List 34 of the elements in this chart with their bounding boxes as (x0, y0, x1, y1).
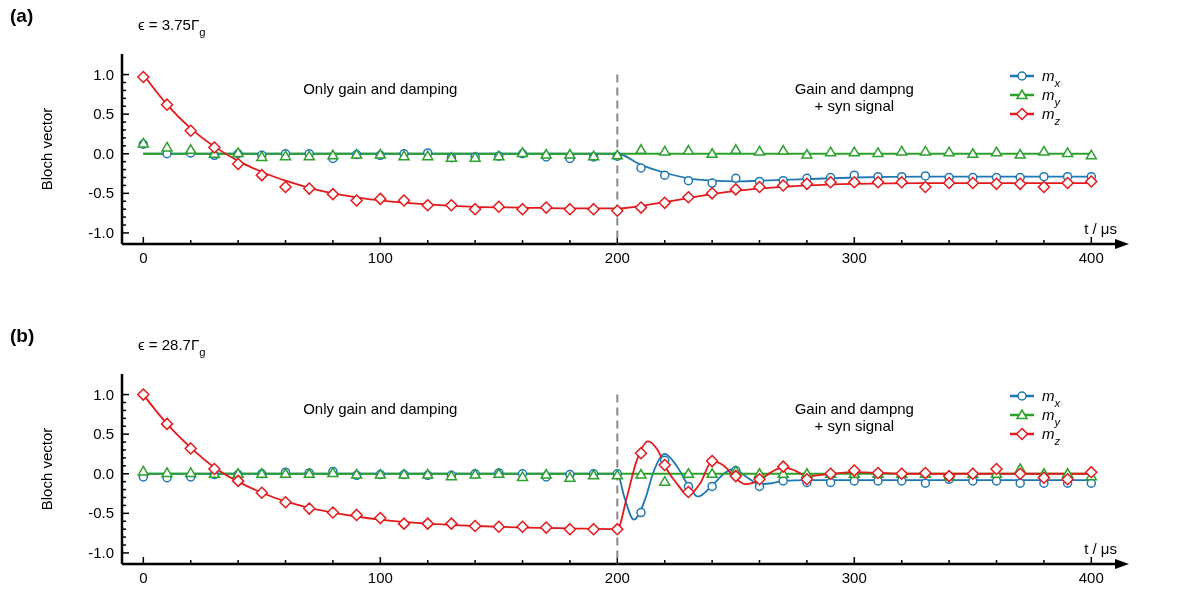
x-axis-title: t / μs (1084, 540, 1117, 557)
y-tick-label: 0.5 (93, 425, 114, 443)
y-axis-title: Bloch vector (38, 107, 55, 191)
y-tick-label: -1.0 (88, 543, 114, 561)
y-tick-label: 1.0 (93, 385, 114, 403)
x-axis-title: t / μs (1084, 220, 1117, 237)
y-tick-label: -0.5 (88, 184, 114, 202)
chart-subtitle: ϵ = 28.7Γ$_{g}$ (138, 336, 206, 358)
y-tick-label: 0.0 (93, 144, 114, 162)
x-tick-label: 100 (367, 569, 393, 586)
x-tick-label: 200 (604, 249, 630, 266)
chart-title: (a) (10, 5, 34, 26)
annotation: Gain and dampng + syn signal (794, 80, 914, 115)
x-tick-label: 400 (1078, 249, 1104, 266)
y-tick-label: -0.5 (88, 504, 114, 522)
y-tick-label: 0.5 (93, 105, 114, 123)
x-tick-label: 0 (139, 249, 148, 266)
y-axis-title: Bloch vector (38, 427, 55, 511)
annotation: Only gain and damping (303, 80, 458, 98)
y-tick-label: 1.0 (93, 65, 114, 83)
annotation: Gain and dampng + syn signal (794, 400, 914, 435)
y-tick-label: 0.0 (93, 464, 114, 482)
x-tick-label: 300 (841, 569, 867, 586)
x-tick-label: 100 (367, 249, 393, 266)
x-tick-label: 400 (1078, 569, 1104, 586)
legend-label: m$_{x}$ (1042, 67, 1061, 89)
chart-title: (b) (10, 325, 35, 346)
x-tick-label: 0 (139, 569, 148, 586)
annotation: Only gain and damping (303, 400, 458, 418)
y-tick-label: -1.0 (88, 223, 114, 241)
x-tick-label: 200 (604, 569, 630, 586)
legend-label: m$_{x}$ (1042, 387, 1061, 409)
chart-subtitle: ϵ = 3.75Γ$_{g}$ (138, 16, 206, 38)
x-tick-label: 300 (841, 249, 867, 266)
